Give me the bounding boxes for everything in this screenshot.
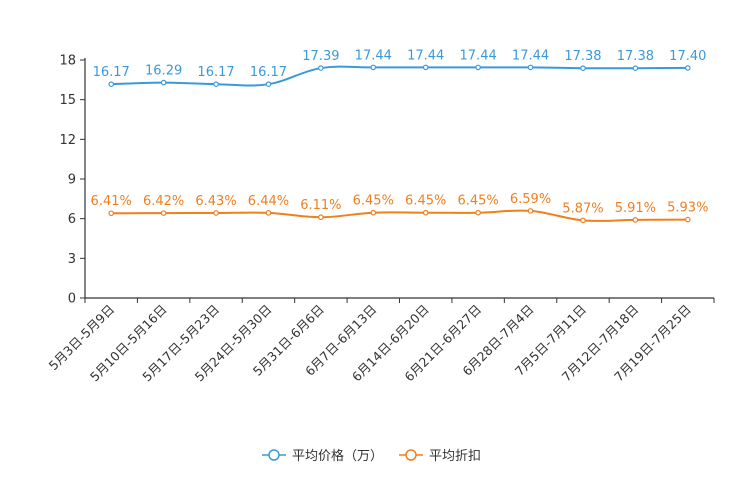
series-2: 6.41% 6.42% 6.43% 6.44% 6.11% 6.45% 6.45% 6.45%…: [91, 192, 708, 224]
data-label: 6.44%: [248, 194, 289, 209]
data-point[interactable]: [527, 64, 534, 71]
data-label: 6.41%: [91, 194, 132, 209]
y-tick-label: 15: [59, 93, 76, 108]
y-tick-label: 3: [68, 252, 76, 267]
data-point[interactable]: [213, 210, 219, 216]
data-label: 5.91%: [615, 201, 656, 216]
data-label: 17.40: [669, 49, 706, 64]
data-point[interactable]: [318, 214, 324, 221]
data-label: 6.45%: [405, 194, 446, 209]
data-label: 6.45%: [457, 194, 498, 209]
legend-label: 平均折扣: [429, 449, 481, 464]
data-label: 17.38: [617, 49, 654, 64]
data-label: 5.93%: [667, 201, 708, 216]
data-point[interactable]: [160, 79, 167, 86]
data-point[interactable]: [632, 65, 639, 71]
data-label: 16.17: [93, 65, 130, 80]
series-line: [111, 209, 688, 223]
data-label: 6.42%: [143, 194, 184, 209]
legend-item-1[interactable]: 平均价格（万）: [262, 448, 383, 464]
data-point[interactable]: [265, 210, 272, 216]
data-point[interactable]: [265, 81, 272, 87]
data-label: 16.29: [145, 64, 182, 79]
data-point[interactable]: [475, 209, 481, 216]
data-point[interactable]: [580, 65, 586, 71]
y-tick-label: 12: [59, 133, 76, 148]
y-tick-label: 18: [59, 54, 76, 69]
axes: 03691215185月3日-5月9日5月10日-5月16日5月17日-5月23…: [46, 54, 715, 384]
data-point[interactable]: [475, 64, 481, 71]
data-label: 17.44: [407, 48, 444, 63]
series-1: 16.17 16.29 16.17 16.17 17.39 17.44 17.44 17.44…: [93, 48, 706, 87]
legend-marker-icon: [405, 449, 417, 461]
data-point[interactable]: [527, 208, 534, 214]
data-label: 6.45%: [353, 194, 394, 209]
data-point[interactable]: [318, 65, 324, 71]
series-layer: 16.17 16.29 16.17 16.17 17.39 17.44 17.44 17.44…: [91, 48, 708, 224]
data-point[interactable]: [632, 217, 639, 223]
data-point[interactable]: [370, 64, 377, 71]
data-point[interactable]: [108, 81, 115, 87]
data-point[interactable]: [684, 216, 691, 223]
data-label: 17.44: [355, 48, 392, 63]
legend-item-2[interactable]: 平均折扣: [399, 449, 481, 464]
data-point[interactable]: [422, 64, 429, 71]
y-tick-label: 6: [68, 212, 76, 227]
data-label: 17.39: [302, 49, 339, 64]
data-point[interactable]: [160, 210, 167, 216]
data-point[interactable]: [213, 81, 219, 87]
data-label: 17.44: [460, 48, 497, 63]
data-label: 5.87%: [562, 201, 603, 216]
data-label: 16.17: [250, 65, 287, 80]
data-label: 16.17: [197, 65, 234, 80]
data-point[interactable]: [422, 209, 429, 216]
data-label: 6.59%: [510, 192, 551, 207]
y-tick-label: 9: [68, 173, 76, 188]
legend-marker-icon: [268, 449, 280, 461]
data-point[interactable]: [580, 217, 586, 224]
data-label: 6.11%: [300, 198, 341, 213]
data-point[interactable]: [108, 210, 115, 217]
data-label: 17.44: [512, 48, 549, 63]
data-label: 6.43%: [195, 194, 236, 209]
legend-label: 平均价格（万）: [292, 448, 383, 464]
data-point[interactable]: [370, 209, 377, 216]
data-label: 17.38: [564, 49, 601, 64]
legend: 平均价格（万） 平均折扣: [262, 448, 481, 464]
y-tick-label: 0: [68, 292, 76, 307]
data-point[interactable]: [684, 65, 691, 71]
series-line: [111, 65, 688, 87]
